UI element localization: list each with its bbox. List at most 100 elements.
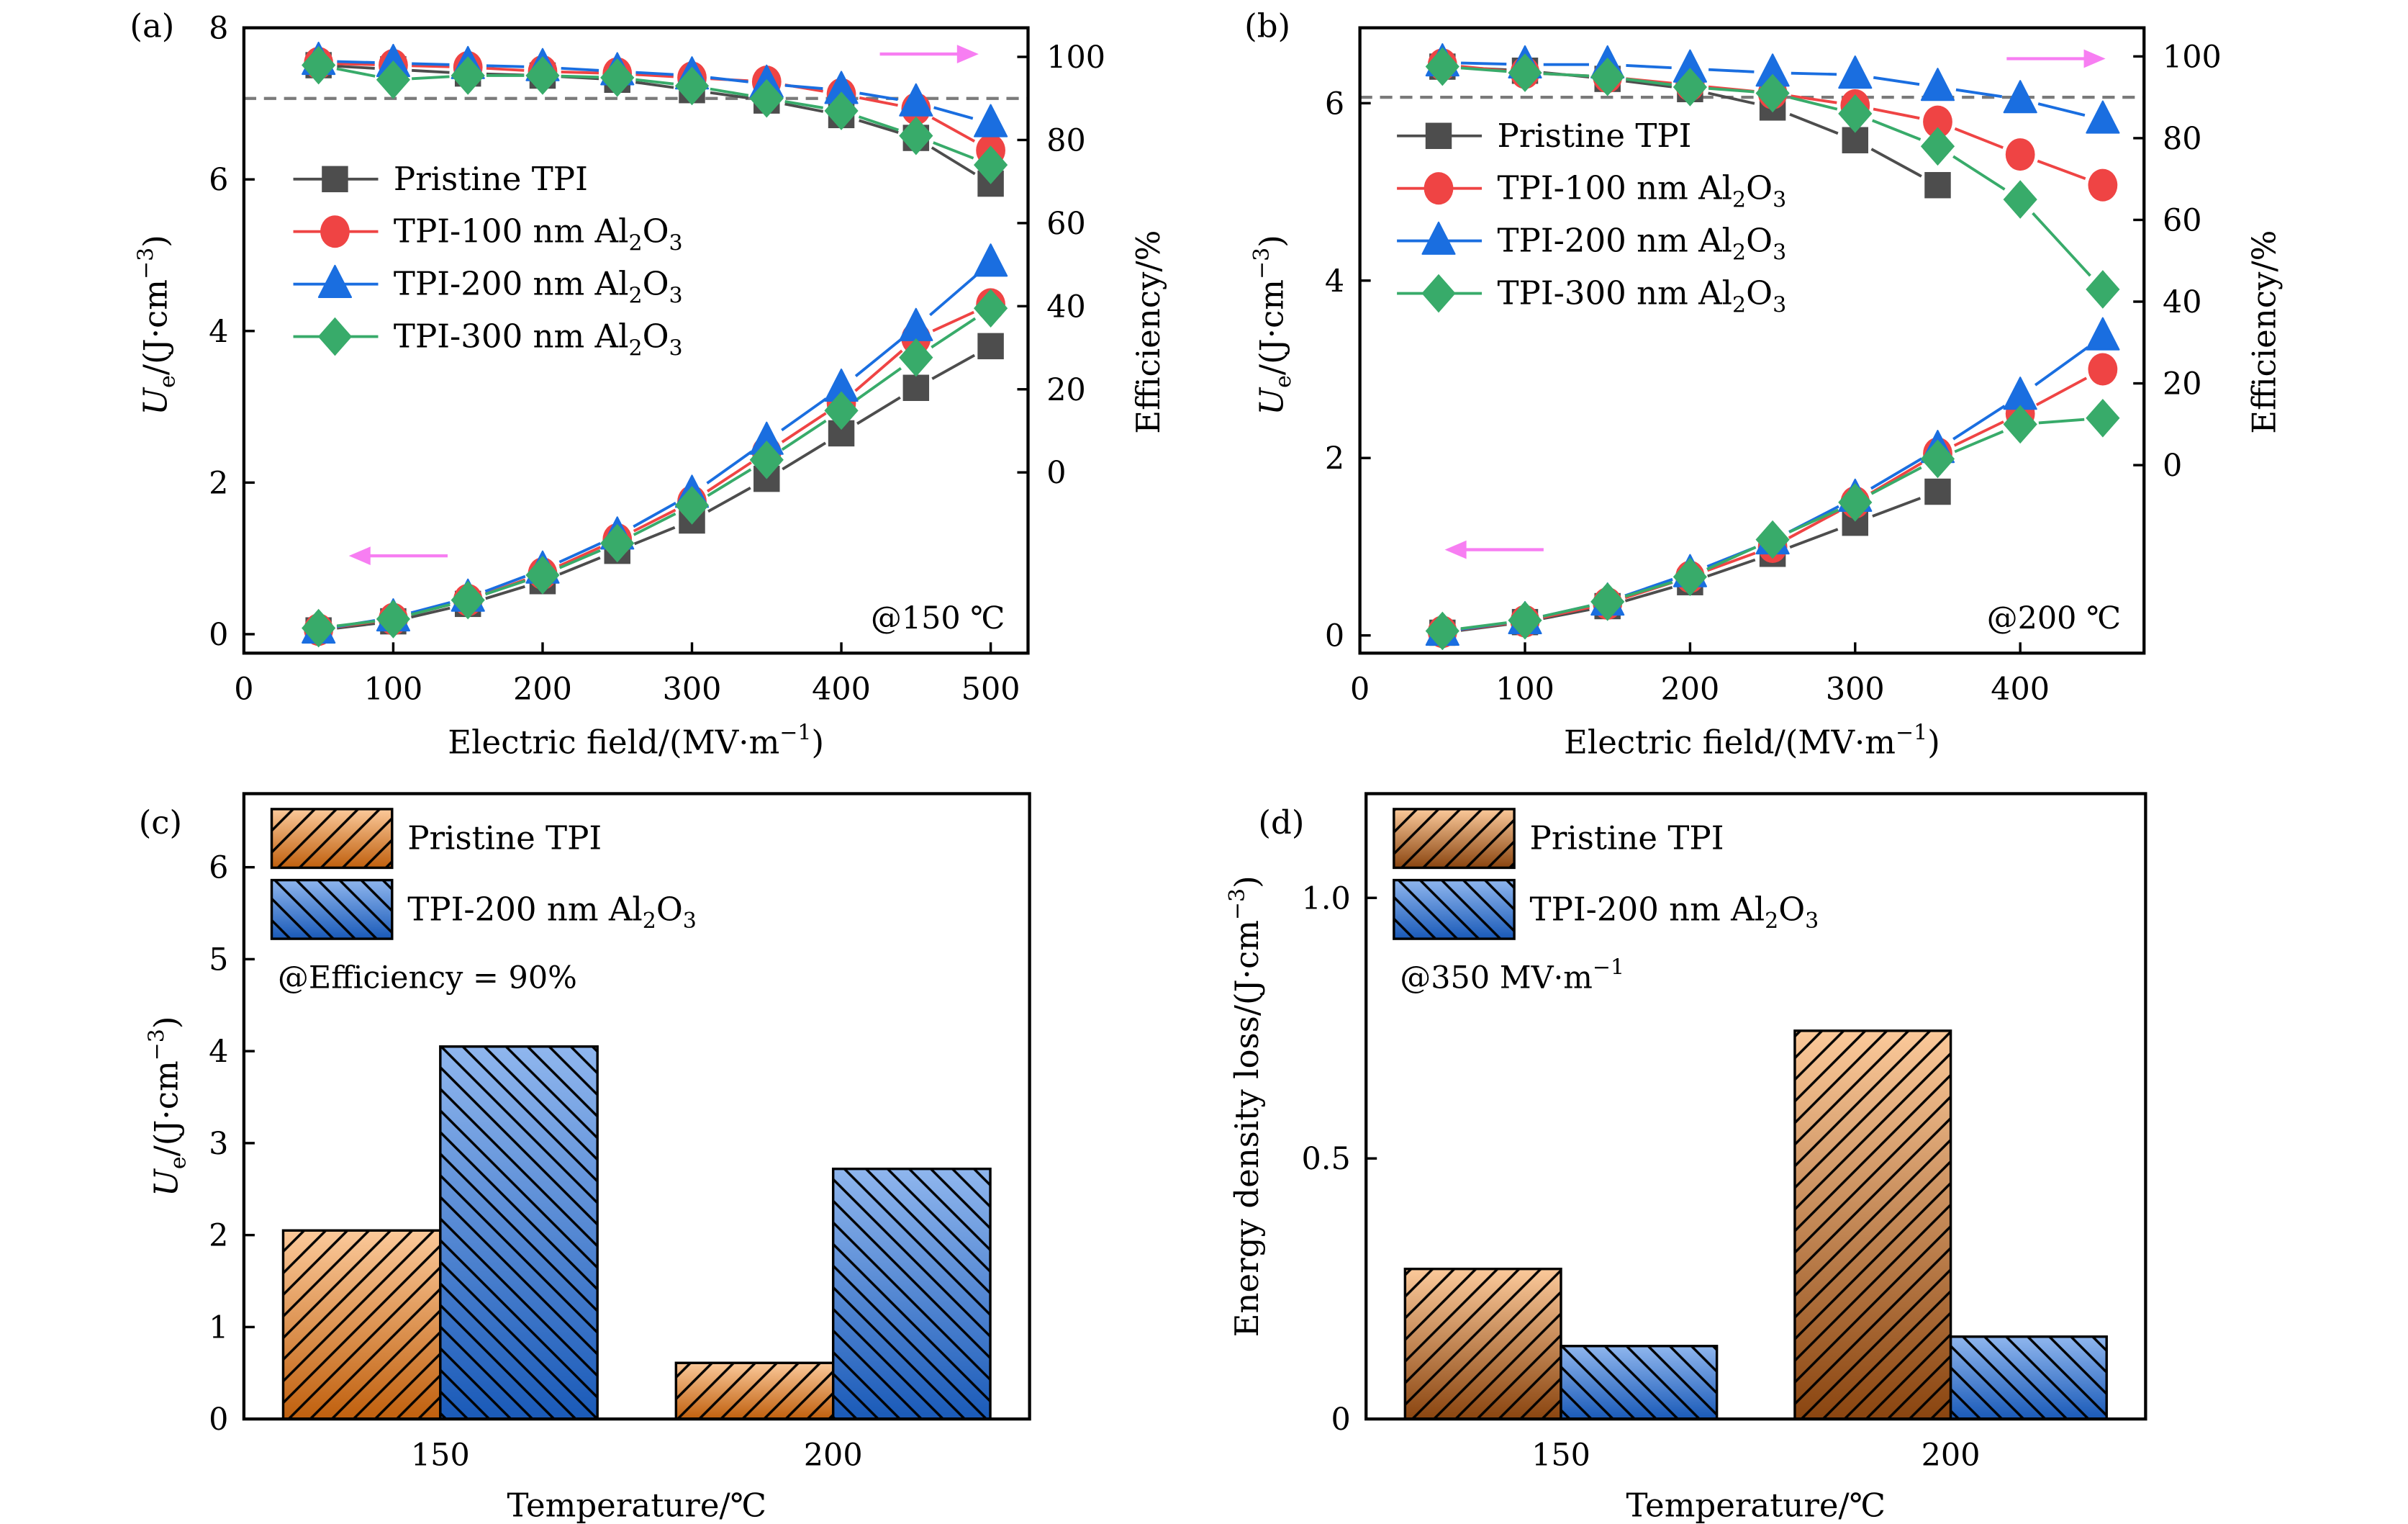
legend-label: TPI-300 nm Al2O3 [394, 317, 683, 361]
subscript: 2 [628, 283, 642, 308]
series-line-tpi100-y2 [561, 71, 599, 75]
x-axis-title: Electric field/(MV·m−1) [1564, 720, 1940, 761]
y-axis-title-text: /(J·cm [148, 1060, 186, 1156]
subscript: 3 [669, 283, 683, 308]
data-point-tpi300-y-diamond [302, 608, 336, 648]
y2-tick-label: 20 [2163, 366, 2202, 402]
legend-item: TPI-200 nm Al2O3 [1393, 878, 1819, 940]
series-line-tpi200-y2 [635, 71, 674, 76]
right-axis-arrow [2006, 49, 2106, 68]
subscript: 3 [669, 230, 683, 256]
legend-item: TPI-200 nm Al2O3 [293, 265, 683, 308]
x-tick-label: 400 [1991, 672, 2050, 708]
panel-c: 150 200 0 1 2 3 4 5 6 (c) Temperature/℃ Ue/(J·cm−3)… [139, 792, 1031, 1524]
condition-annotation: @350 MV·m−1 [1400, 955, 1624, 996]
y-tick-label: 2 [1325, 441, 1344, 477]
y-tick-label: 0 [1331, 1402, 1350, 1438]
data-point-tpi100-y-circle [2088, 353, 2118, 386]
right-axis-arrow [879, 45, 979, 63]
series-line-tpi300-y2 [858, 115, 900, 132]
series-line-tpi200-y2 [2037, 102, 2086, 117]
y-axis-title-text: Energy density loss/(J·cm [1228, 920, 1266, 1337]
panel-d: 150 200 0 0.5 1.0 (d) Temperature/℃ Energy dens… [1225, 792, 2147, 1524]
legend-label-text: Pristine TPI [1530, 819, 1724, 857]
superscript: −3 [1249, 248, 1275, 279]
legend-label: Pristine TPI [394, 160, 588, 198]
superscript: −3 [133, 248, 158, 279]
series-line-tpi300-y2 [635, 78, 674, 86]
series-line-pristine-y [856, 396, 901, 425]
superscript: −3 [1225, 888, 1250, 920]
data-point-tpi300-y-diamond [376, 600, 411, 639]
y-axis-title-close: ) [1252, 235, 1290, 248]
bar-tpi200-200 [1949, 1335, 2108, 1420]
bar-hatch [440, 1046, 598, 1420]
subscript: 3 [669, 335, 683, 361]
data-point-pristine-y-square [902, 374, 930, 401]
y-tick-label: 2 [209, 1218, 228, 1254]
bar-tpi200-150 [439, 1045, 599, 1420]
bar-hatch [283, 1230, 440, 1420]
legend-label-text: TPI-100 nm Al [1498, 169, 1733, 207]
series-line-tpi200-y [929, 274, 978, 317]
series-line-tpi300-y [336, 620, 376, 628]
bar-hatch [676, 1363, 833, 1420]
legend-label-text: Pristine TPI [1498, 117, 1692, 155]
series-line-tpi300-y2 [784, 100, 823, 109]
data-point-tpi200-y2-triangle [899, 83, 933, 117]
legend-item: TPI-200 nm Al2O3 [270, 878, 697, 940]
condition-annotation: @Efficiency = 90% [278, 960, 577, 996]
series-line-tpi300-y [484, 580, 526, 596]
legend-label: TPI-300 nm Al2O3 [1498, 274, 1787, 318]
y2-tick-label: 100 [1046, 40, 1105, 76]
y-tick-label: 0 [1325, 618, 1344, 654]
series-line-tpi300-y [1870, 466, 1922, 495]
series-line-tpi300-y2 [710, 87, 749, 97]
series-line-tpi200-y [781, 397, 828, 432]
legend-item: TPI-100 nm Al2O3 [1397, 169, 1786, 212]
legend-item: TPI-200 nm Al2O3 [1397, 222, 1786, 265]
series-line-tpi200-y [854, 338, 903, 378]
series-line-tpi300-y [1706, 546, 1757, 571]
annotation-text: @350 MV·m [1400, 960, 1593, 996]
legend-marker-diamond [1421, 274, 1456, 313]
data-point-tpi300-y-diamond [451, 580, 485, 620]
y2-axis-title: Efficiency/% [2245, 230, 2283, 434]
series-line-tpi200-y2 [1461, 61, 1507, 66]
bar-pristine-150 [1403, 1267, 1562, 1420]
bar-pristine-200 [1793, 1029, 1952, 1420]
data-point-tpi300-y2-diamond [1920, 127, 1955, 166]
series-line-tpi300-y2 [1626, 77, 1673, 86]
series-line-pristine-y [1624, 586, 1673, 603]
series-line-tpi300-y [1788, 508, 1839, 533]
legend-label-text: O [1746, 169, 1773, 207]
data-point-tpi300-y-diamond [2003, 405, 2037, 444]
legend-item: TPI-300 nm Al2O3 [1397, 274, 1787, 318]
data-point-tpi300-y-diamond [824, 391, 859, 430]
legend-label-text: TPI-300 nm Al [1498, 274, 1733, 312]
series-line-pristine-y2 [337, 65, 375, 70]
data-point-tpi200-y-triangle [899, 307, 933, 341]
legend-label: Pristine TPI [407, 819, 602, 857]
y-tick-label: 8 [209, 11, 228, 47]
bar-hatch [1561, 1345, 1717, 1420]
legend-swatch-outline [1393, 808, 1516, 870]
series-line-tpi100-y [932, 310, 974, 333]
series-line-pristine-y [1542, 608, 1590, 621]
y-axis-title-main: U [137, 387, 175, 415]
data-point-tpi300-y2-diamond [1755, 73, 1790, 113]
y-axis-title: Energy density loss/(J·cm−3) [1225, 875, 1266, 1337]
series-line-tpi300-y2 [1790, 96, 1838, 111]
legend-label-text: O [656, 890, 683, 928]
legend-label-text: O [1778, 890, 1805, 928]
data-point-tpi200-y2-triangle [1920, 68, 1955, 102]
annotation-text: @Efficiency = 90% [278, 960, 577, 996]
series-line-pristine-y2 [710, 91, 749, 99]
series-line-tpi300-y2 [336, 67, 376, 78]
y-tick-label: 6 [1325, 86, 1344, 122]
x-tick-label: 200 [513, 672, 572, 708]
series-line-pristine-y [485, 585, 525, 600]
series-line-tpi100-y2 [1791, 94, 1837, 104]
series-line-tpi300-y [707, 468, 752, 497]
